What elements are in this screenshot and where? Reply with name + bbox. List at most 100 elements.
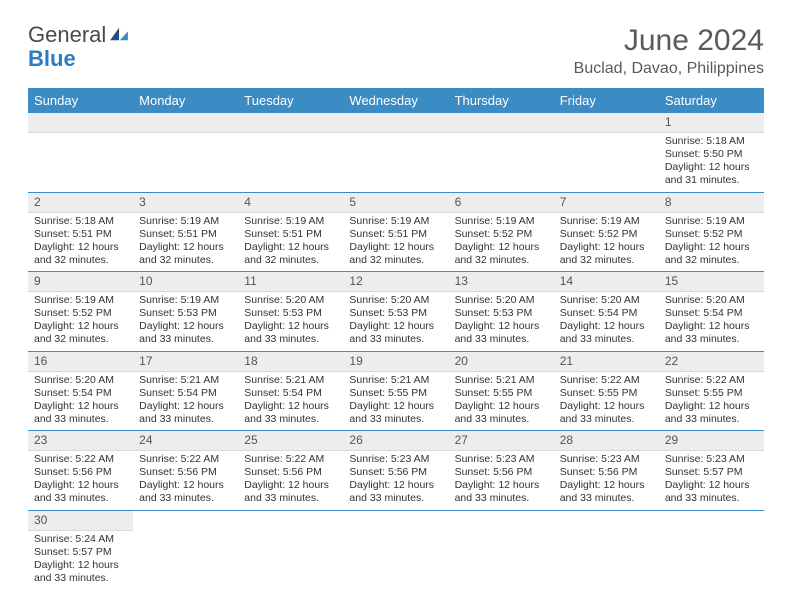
day-number: 16 xyxy=(28,352,133,372)
location: Buclad, Davao, Philippines xyxy=(574,60,764,78)
sunrise-text: Sunrise: 5:23 AM xyxy=(665,453,758,466)
day-body: Sunrise: 5:23 AMSunset: 5:56 PMDaylight:… xyxy=(449,451,554,510)
day-number xyxy=(554,113,659,133)
sunset-text: Sunset: 5:57 PM xyxy=(665,466,758,479)
day-body: Sunrise: 5:19 AMSunset: 5:51 PMDaylight:… xyxy=(343,213,448,272)
calendar-cell: 5Sunrise: 5:19 AMSunset: 5:51 PMDaylight… xyxy=(343,192,448,272)
day-number: 15 xyxy=(659,272,764,292)
day-body xyxy=(343,530,448,590)
day-body xyxy=(133,530,238,590)
daylight-text: Daylight: 12 hours and 32 minutes. xyxy=(34,241,127,267)
day-number xyxy=(449,511,554,530)
month-title: June 2024 xyxy=(574,24,764,58)
day-number: 20 xyxy=(449,352,554,372)
sunrise-text: Sunrise: 5:19 AM xyxy=(560,215,653,228)
daylight-text: Daylight: 12 hours and 33 minutes. xyxy=(665,320,758,346)
sunrise-text: Sunrise: 5:21 AM xyxy=(139,374,232,387)
sunset-text: Sunset: 5:56 PM xyxy=(455,466,548,479)
day-number: 22 xyxy=(659,352,764,372)
weekday-wednesday: Wednesday xyxy=(343,88,448,113)
day-body: Sunrise: 5:19 AMSunset: 5:52 PMDaylight:… xyxy=(554,213,659,272)
calendar-cell: 8Sunrise: 5:19 AMSunset: 5:52 PMDaylight… xyxy=(659,192,764,272)
day-body xyxy=(449,530,554,590)
sunset-text: Sunset: 5:55 PM xyxy=(560,387,653,400)
sunrise-text: Sunrise: 5:23 AM xyxy=(349,453,442,466)
sunrise-text: Sunrise: 5:23 AM xyxy=(455,453,548,466)
day-body: Sunrise: 5:23 AMSunset: 5:56 PMDaylight:… xyxy=(343,451,448,510)
weekday-tuesday: Tuesday xyxy=(238,88,343,113)
calendar-cell: 1Sunrise: 5:18 AMSunset: 5:50 PMDaylight… xyxy=(659,113,764,192)
daylight-text: Daylight: 12 hours and 33 minutes. xyxy=(34,400,127,426)
calendar-cell: 29Sunrise: 5:23 AMSunset: 5:57 PMDayligh… xyxy=(659,431,764,511)
sunrise-text: Sunrise: 5:24 AM xyxy=(34,533,127,546)
sunset-text: Sunset: 5:56 PM xyxy=(244,466,337,479)
day-body: Sunrise: 5:19 AMSunset: 5:52 PMDaylight:… xyxy=(659,213,764,272)
sunrise-text: Sunrise: 5:19 AM xyxy=(244,215,337,228)
title-block: June 2024 Buclad, Davao, Philippines xyxy=(574,24,764,78)
daylight-text: Daylight: 12 hours and 33 minutes. xyxy=(244,400,337,426)
sunrise-text: Sunrise: 5:20 AM xyxy=(349,294,442,307)
sunrise-text: Sunrise: 5:22 AM xyxy=(560,374,653,387)
weekday-header-row: Sunday Monday Tuesday Wednesday Thursday… xyxy=(28,88,764,113)
day-number xyxy=(28,113,133,133)
sunset-text: Sunset: 5:55 PM xyxy=(665,387,758,400)
sunrise-text: Sunrise: 5:22 AM xyxy=(34,453,127,466)
calendar-cell: 2Sunrise: 5:18 AMSunset: 5:51 PMDaylight… xyxy=(28,192,133,272)
calendar-cell: 6Sunrise: 5:19 AMSunset: 5:52 PMDaylight… xyxy=(449,192,554,272)
day-body: Sunrise: 5:19 AMSunset: 5:51 PMDaylight:… xyxy=(238,213,343,272)
sunrise-text: Sunrise: 5:21 AM xyxy=(455,374,548,387)
day-number: 26 xyxy=(343,431,448,451)
logo: GeneralBlue xyxy=(28,24,130,70)
calendar-cell: 22Sunrise: 5:22 AMSunset: 5:55 PMDayligh… xyxy=(659,351,764,431)
calendar-cell: 20Sunrise: 5:21 AMSunset: 5:55 PMDayligh… xyxy=(449,351,554,431)
sunrise-text: Sunrise: 5:22 AM xyxy=(244,453,337,466)
calendar-cell: 9Sunrise: 5:19 AMSunset: 5:52 PMDaylight… xyxy=(28,272,133,352)
daylight-text: Daylight: 12 hours and 33 minutes. xyxy=(560,400,653,426)
day-body: Sunrise: 5:18 AMSunset: 5:50 PMDaylight:… xyxy=(659,133,764,192)
daylight-text: Daylight: 12 hours and 33 minutes. xyxy=(455,320,548,346)
daylight-text: Daylight: 12 hours and 31 minutes. xyxy=(665,161,758,187)
calendar-cell xyxy=(238,510,343,589)
day-body xyxy=(343,133,448,192)
sunset-text: Sunset: 5:56 PM xyxy=(560,466,653,479)
day-body: Sunrise: 5:22 AMSunset: 5:55 PMDaylight:… xyxy=(554,372,659,431)
daylight-text: Daylight: 12 hours and 33 minutes. xyxy=(244,479,337,505)
calendar-cell: 30Sunrise: 5:24 AMSunset: 5:57 PMDayligh… xyxy=(28,510,133,589)
day-number: 5 xyxy=(343,193,448,213)
sunrise-text: Sunrise: 5:20 AM xyxy=(560,294,653,307)
calendar-cell xyxy=(554,510,659,589)
calendar-cell: 4Sunrise: 5:19 AMSunset: 5:51 PMDaylight… xyxy=(238,192,343,272)
day-number xyxy=(343,511,448,530)
day-body: Sunrise: 5:22 AMSunset: 5:56 PMDaylight:… xyxy=(238,451,343,510)
day-body: Sunrise: 5:20 AMSunset: 5:54 PMDaylight:… xyxy=(659,292,764,351)
calendar-cell: 18Sunrise: 5:21 AMSunset: 5:54 PMDayligh… xyxy=(238,351,343,431)
day-number xyxy=(554,511,659,530)
sunrise-text: Sunrise: 5:19 AM xyxy=(455,215,548,228)
daylight-text: Daylight: 12 hours and 33 minutes. xyxy=(139,400,232,426)
day-number xyxy=(238,113,343,133)
day-number: 23 xyxy=(28,431,133,451)
sunset-text: Sunset: 5:54 PM xyxy=(139,387,232,400)
sunset-text: Sunset: 5:54 PM xyxy=(560,307,653,320)
calendar-cell: 21Sunrise: 5:22 AMSunset: 5:55 PMDayligh… xyxy=(554,351,659,431)
calendar-cell: 25Sunrise: 5:22 AMSunset: 5:56 PMDayligh… xyxy=(238,431,343,511)
calendar-cell: 26Sunrise: 5:23 AMSunset: 5:56 PMDayligh… xyxy=(343,431,448,511)
weekday-saturday: Saturday xyxy=(659,88,764,113)
sunrise-text: Sunrise: 5:19 AM xyxy=(34,294,127,307)
weekday-thursday: Thursday xyxy=(449,88,554,113)
sunset-text: Sunset: 5:53 PM xyxy=(349,307,442,320)
weekday-monday: Monday xyxy=(133,88,238,113)
day-number: 30 xyxy=(28,511,133,531)
sunrise-text: Sunrise: 5:22 AM xyxy=(665,374,758,387)
day-number: 12 xyxy=(343,272,448,292)
sunrise-text: Sunrise: 5:18 AM xyxy=(665,135,758,148)
sunrise-text: Sunrise: 5:19 AM xyxy=(139,294,232,307)
day-body: Sunrise: 5:24 AMSunset: 5:57 PMDaylight:… xyxy=(28,531,133,590)
calendar-row: 23Sunrise: 5:22 AMSunset: 5:56 PMDayligh… xyxy=(28,431,764,511)
day-body: Sunrise: 5:20 AMSunset: 5:53 PMDaylight:… xyxy=(238,292,343,351)
day-body: Sunrise: 5:21 AMSunset: 5:54 PMDaylight:… xyxy=(133,372,238,431)
calendar-cell: 14Sunrise: 5:20 AMSunset: 5:54 PMDayligh… xyxy=(554,272,659,352)
sunset-text: Sunset: 5:51 PM xyxy=(139,228,232,241)
day-body: Sunrise: 5:22 AMSunset: 5:56 PMDaylight:… xyxy=(28,451,133,510)
sunrise-text: Sunrise: 5:19 AM xyxy=(349,215,442,228)
